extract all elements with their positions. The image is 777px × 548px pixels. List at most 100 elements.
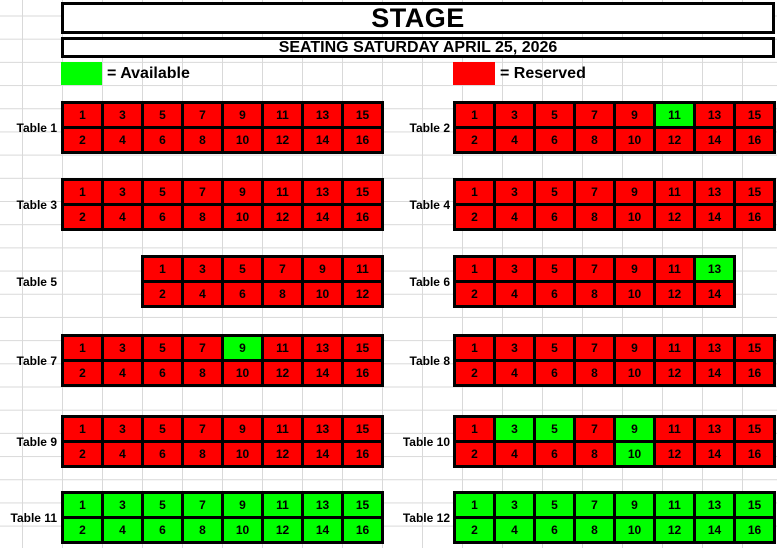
table-10-seat-9[interactable]: 9	[616, 418, 653, 440]
table-8-seat-4[interactable]: 4	[496, 362, 533, 384]
table-10-seat-10[interactable]: 10	[616, 443, 653, 465]
table-2-seat-6[interactable]: 6	[536, 129, 573, 151]
table-2-seat-12[interactable]: 12	[656, 129, 693, 151]
table-2-seat-5[interactable]: 5	[536, 104, 573, 126]
table-6-seat-8[interactable]: 8	[576, 283, 613, 305]
table-1-seat-9[interactable]: 9	[224, 104, 261, 126]
table-3-seat-14[interactable]: 14	[304, 206, 341, 228]
table-10-seat-3[interactable]: 3	[496, 418, 533, 440]
table-9-seat-8[interactable]: 8	[184, 443, 221, 465]
table-8-seat-10[interactable]: 10	[616, 362, 653, 384]
table-12-seat-4[interactable]: 4	[496, 519, 533, 541]
table-8-seat-12[interactable]: 12	[656, 362, 693, 384]
table-7-seat-16[interactable]: 16	[344, 362, 381, 384]
table-7-seat-8[interactable]: 8	[184, 362, 221, 384]
table-9-seat-2[interactable]: 2	[64, 443, 101, 465]
table-8-seat-14[interactable]: 14	[696, 362, 733, 384]
table-7-seat-10[interactable]: 10	[224, 362, 261, 384]
table-4-seat-10[interactable]: 10	[616, 206, 653, 228]
table-12-seat-1[interactable]: 1	[456, 494, 493, 516]
table-5-seat-1[interactable]: 1	[144, 258, 181, 280]
table-7-seat-9[interactable]: 9	[224, 337, 261, 359]
table-9-seat-9[interactable]: 9	[224, 418, 261, 440]
table-8-seat-5[interactable]: 5	[536, 337, 573, 359]
table-7-seat-13[interactable]: 13	[304, 337, 341, 359]
table-2-seat-15[interactable]: 15	[736, 104, 773, 126]
table-9-seat-11[interactable]: 11	[264, 418, 301, 440]
table-12-seat-15[interactable]: 15	[736, 494, 773, 516]
table-11-seat-7[interactable]: 7	[184, 494, 221, 516]
table-5-seat-11[interactable]: 11	[344, 258, 381, 280]
table-10-seat-5[interactable]: 5	[536, 418, 573, 440]
table-2-seat-14[interactable]: 14	[696, 129, 733, 151]
table-6-seat-14[interactable]: 14	[696, 283, 733, 305]
table-11-seat-13[interactable]: 13	[304, 494, 341, 516]
table-3-seat-11[interactable]: 11	[264, 181, 301, 203]
table-1-seat-5[interactable]: 5	[144, 104, 181, 126]
table-7-seat-15[interactable]: 15	[344, 337, 381, 359]
table-1-seat-16[interactable]: 16	[344, 129, 381, 151]
table-4-seat-16[interactable]: 16	[736, 206, 773, 228]
table-8-seat-13[interactable]: 13	[696, 337, 733, 359]
table-6-seat-3[interactable]: 3	[496, 258, 533, 280]
table-11-seat-16[interactable]: 16	[344, 519, 381, 541]
table-6-seat-1[interactable]: 1	[456, 258, 493, 280]
table-5-seat-8[interactable]: 8	[264, 283, 301, 305]
table-10-seat-16[interactable]: 16	[736, 443, 773, 465]
table-8-seat-1[interactable]: 1	[456, 337, 493, 359]
table-12-seat-11[interactable]: 11	[656, 494, 693, 516]
table-5-seat-2[interactable]: 2	[144, 283, 181, 305]
table-12-seat-7[interactable]: 7	[576, 494, 613, 516]
table-10-seat-12[interactable]: 12	[656, 443, 693, 465]
table-12-seat-16[interactable]: 16	[736, 519, 773, 541]
table-7-seat-12[interactable]: 12	[264, 362, 301, 384]
table-8-seat-16[interactable]: 16	[736, 362, 773, 384]
table-1-seat-7[interactable]: 7	[184, 104, 221, 126]
table-4-seat-3[interactable]: 3	[496, 181, 533, 203]
table-4-seat-14[interactable]: 14	[696, 206, 733, 228]
table-5-seat-12[interactable]: 12	[344, 283, 381, 305]
table-10-seat-15[interactable]: 15	[736, 418, 773, 440]
table-6-seat-5[interactable]: 5	[536, 258, 573, 280]
table-6-seat-2[interactable]: 2	[456, 283, 493, 305]
table-6-seat-4[interactable]: 4	[496, 283, 533, 305]
table-1-seat-1[interactable]: 1	[64, 104, 101, 126]
table-1-seat-11[interactable]: 11	[264, 104, 301, 126]
table-8-seat-15[interactable]: 15	[736, 337, 773, 359]
table-4-seat-11[interactable]: 11	[656, 181, 693, 203]
table-3-seat-12[interactable]: 12	[264, 206, 301, 228]
table-7-seat-1[interactable]: 1	[64, 337, 101, 359]
table-10-seat-1[interactable]: 1	[456, 418, 493, 440]
table-4-seat-9[interactable]: 9	[616, 181, 653, 203]
table-12-seat-10[interactable]: 10	[616, 519, 653, 541]
table-7-seat-7[interactable]: 7	[184, 337, 221, 359]
table-7-seat-11[interactable]: 11	[264, 337, 301, 359]
table-1-seat-4[interactable]: 4	[104, 129, 141, 151]
table-8-seat-6[interactable]: 6	[536, 362, 573, 384]
table-10-seat-6[interactable]: 6	[536, 443, 573, 465]
table-1-seat-15[interactable]: 15	[344, 104, 381, 126]
table-4-seat-13[interactable]: 13	[696, 181, 733, 203]
table-2-seat-16[interactable]: 16	[736, 129, 773, 151]
table-9-seat-14[interactable]: 14	[304, 443, 341, 465]
table-2-seat-9[interactable]: 9	[616, 104, 653, 126]
table-3-seat-5[interactable]: 5	[144, 181, 181, 203]
table-6-seat-13[interactable]: 13	[696, 258, 733, 280]
table-3-seat-7[interactable]: 7	[184, 181, 221, 203]
table-9-seat-3[interactable]: 3	[104, 418, 141, 440]
table-4-seat-4[interactable]: 4	[496, 206, 533, 228]
table-9-seat-4[interactable]: 4	[104, 443, 141, 465]
table-2-seat-13[interactable]: 13	[696, 104, 733, 126]
table-9-seat-15[interactable]: 15	[344, 418, 381, 440]
table-11-seat-14[interactable]: 14	[304, 519, 341, 541]
table-9-seat-10[interactable]: 10	[224, 443, 261, 465]
table-11-seat-10[interactable]: 10	[224, 519, 261, 541]
table-12-seat-13[interactable]: 13	[696, 494, 733, 516]
table-10-seat-7[interactable]: 7	[576, 418, 613, 440]
table-5-seat-5[interactable]: 5	[224, 258, 261, 280]
table-11-seat-5[interactable]: 5	[144, 494, 181, 516]
table-6-seat-7[interactable]: 7	[576, 258, 613, 280]
table-11-seat-11[interactable]: 11	[264, 494, 301, 516]
table-12-seat-12[interactable]: 12	[656, 519, 693, 541]
table-7-seat-2[interactable]: 2	[64, 362, 101, 384]
